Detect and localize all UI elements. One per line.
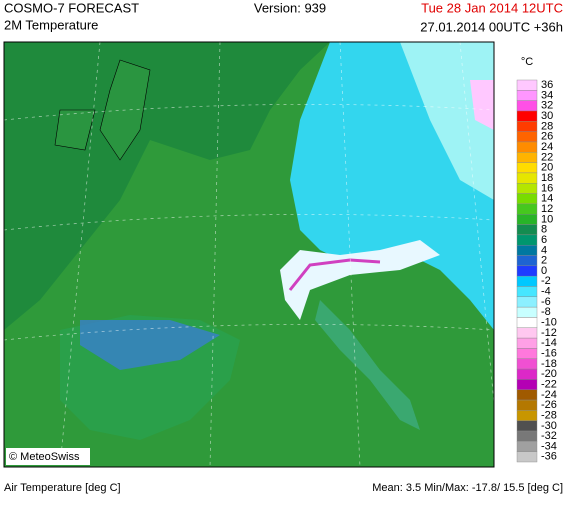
legend-label: 26 (541, 131, 553, 143)
legend-swatch (516, 141, 538, 153)
legend-swatch (516, 399, 538, 411)
legend-swatch (516, 451, 538, 463)
british-isles (54, 59, 151, 161)
footer-stats: Mean: 3.5 Min/Max: -17.8/ 15.5 [deg C] (372, 482, 563, 494)
legend-swatch (516, 337, 538, 349)
legend-label: -30 (541, 420, 557, 432)
legend-swatch (516, 214, 538, 225)
legend-label: 2 (541, 255, 547, 267)
legend-swatch (516, 110, 538, 122)
legend-swatch (516, 379, 538, 390)
legend-label: 32 (541, 100, 553, 112)
legend-label: 36 (541, 79, 553, 91)
legend-label: -2 (541, 275, 551, 287)
legend-swatch (516, 275, 538, 287)
legend-swatch (516, 296, 538, 308)
legend-swatch (516, 79, 538, 91)
legend-swatch (516, 90, 538, 101)
legend-label: 30 (541, 110, 553, 122)
legend-label: -18 (541, 358, 557, 370)
graticule (3, 41, 501, 468)
legend-swatch (516, 255, 538, 267)
legend-label: 0 (541, 265, 547, 277)
legend-label: 18 (541, 172, 553, 184)
legend-label: -22 (541, 378, 557, 390)
legend-label: 14 (541, 193, 553, 205)
legend-label: -12 (541, 327, 557, 339)
legend-swatch (516, 131, 538, 143)
legend-swatch (516, 265, 538, 277)
title: COSMO-7 FORECAST (4, 0, 139, 15)
legend-label: -8 (541, 306, 551, 318)
legend-swatch (516, 410, 538, 421)
alps-peaks (288, 258, 381, 291)
legend-label: -28 (541, 409, 557, 421)
copyright-box (6, 448, 90, 465)
legend-label: -6 (541, 296, 551, 308)
legend-swatch (516, 183, 538, 194)
legend-swatch (516, 441, 538, 452)
legend-swatch (516, 348, 538, 359)
legend-label: 22 (541, 151, 553, 163)
legend-swatch (516, 172, 538, 184)
legend-label: 12 (541, 203, 553, 215)
legend-swatch (516, 430, 538, 442)
version: Version: 939 (254, 0, 326, 15)
legend-label: 6 (541, 234, 547, 246)
legend-swatch (516, 121, 538, 132)
subtitle: 2M Temperature (4, 17, 98, 32)
legend-swatch (516, 100, 538, 112)
legend-swatch (516, 193, 538, 205)
legend-label: -10 (541, 317, 557, 329)
legend-label: 4 (541, 244, 547, 256)
very-cold (470, 80, 494, 130)
legend-swatch (516, 234, 538, 246)
legend-label: -36 (541, 451, 557, 463)
legend-label: 16 (541, 182, 553, 194)
legend-swatch (516, 368, 538, 380)
legend-unit: °C (521, 56, 533, 68)
legend-label: -26 (541, 399, 557, 411)
legend-swatch (516, 152, 538, 163)
alps (280, 240, 440, 320)
legend-swatch (516, 244, 538, 256)
legend-label: 24 (541, 141, 553, 153)
legend-label: -16 (541, 348, 557, 360)
legend-label: -4 (541, 286, 551, 298)
legend-label: 10 (541, 213, 553, 225)
legend-swatch (516, 327, 538, 339)
map-frame (3, 41, 495, 468)
legend-swatch (516, 358, 538, 370)
legend-label: -32 (541, 430, 557, 442)
legend-swatch (516, 317, 538, 328)
legend-label: -24 (541, 389, 557, 401)
legend-swatch (516, 203, 538, 215)
legend-label: 34 (541, 89, 553, 101)
legend-swatch (516, 224, 538, 236)
italy (315, 300, 420, 430)
legend-label: -14 (541, 337, 557, 349)
legend-swatch (516, 286, 538, 298)
legend-label: -34 (541, 440, 557, 452)
legend-swatch (516, 306, 538, 318)
run-time: 27.01.2014 00UTC +36h (420, 19, 563, 34)
legend-label: 20 (541, 162, 553, 174)
footer-parameter: Air Temperature [deg C] (4, 482, 121, 494)
valid-time: Tue 28 Jan 2014 12UTC (421, 0, 563, 15)
legend-label: 8 (541, 224, 547, 236)
map: © MeteoSwiss (3, 41, 501, 468)
iberia-highlands (80, 320, 220, 370)
legend: 363432302826242220181614121086420-2-4-6-… (516, 79, 557, 463)
legend-swatch (516, 389, 538, 401)
legend-label: -20 (541, 368, 557, 380)
copyright: © MeteoSwiss (9, 451, 80, 463)
legend-label: 28 (541, 120, 553, 132)
legend-swatch (516, 162, 538, 174)
legend-swatch (516, 420, 538, 432)
